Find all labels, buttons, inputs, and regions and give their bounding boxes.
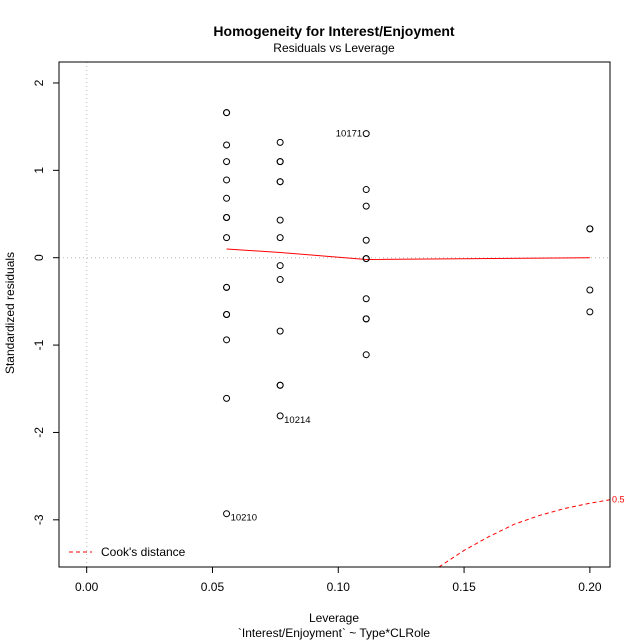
y-tick-label: 1 (32, 167, 46, 174)
data-point (362, 315, 370, 323)
point-label: 10210 (231, 513, 257, 524)
cooks-contour: 0.5 (438, 495, 625, 567)
data-point (586, 286, 594, 294)
data-point (276, 138, 284, 146)
y-axis: -3 -2 -1 0 1 2 (32, 79, 60, 525)
point-label: 10214 (284, 415, 310, 426)
data-point (276, 327, 284, 335)
x-tick-label: 0.05 (201, 580, 225, 594)
data-point (586, 225, 594, 233)
y-tick-label: -2 (32, 427, 46, 438)
legend-label: Cook's distance (101, 545, 186, 559)
x-axis-subtitle: `Interest/Enjoyment` ~ Type*CLRole (238, 626, 431, 640)
y-tick-label: 0 (32, 254, 46, 261)
x-tick-label: 0.20 (578, 580, 602, 594)
legend: Cook's distance (69, 545, 186, 559)
data-point (276, 216, 284, 224)
data-point (362, 130, 370, 138)
x-axis-title: Leverage (309, 611, 359, 625)
data-point (276, 262, 284, 270)
data-point (276, 178, 284, 186)
data-point (223, 109, 231, 117)
data-point (223, 394, 231, 402)
y-tick-label: 2 (32, 79, 46, 86)
data-points (223, 109, 594, 518)
x-tick-label: 0.10 (327, 580, 351, 594)
data-point (223, 234, 231, 242)
data-point (223, 141, 231, 149)
data-point (223, 214, 231, 222)
data-point (223, 194, 231, 202)
data-point (362, 351, 370, 359)
data-point (362, 236, 370, 244)
x-tick-label: 0.00 (75, 580, 99, 594)
cooks-distance-line (438, 499, 610, 567)
data-point (223, 176, 231, 184)
chart-title: Homogeneity for Interest/Enjoyment (213, 23, 454, 39)
smooth-fit-line (226, 248, 590, 260)
data-point (362, 295, 370, 303)
plot-frame (58, 61, 611, 568)
data-point (276, 412, 284, 420)
data-point (223, 311, 231, 318)
chart-subtitle: Residuals vs Leverage (273, 41, 395, 55)
data-point (586, 308, 594, 316)
data-point (276, 381, 284, 389)
x-axis: 0.00 0.05 0.10 0.15 0.20 (75, 566, 602, 594)
data-point (276, 276, 284, 284)
data-point (276, 234, 284, 242)
y-axis-title: Standardized residuals (3, 252, 17, 374)
x-tick-label: 0.15 (452, 580, 476, 594)
data-point (223, 283, 231, 291)
point-annotations: 10171 10214 10210 (231, 129, 363, 524)
data-point (362, 186, 370, 194)
data-point (276, 158, 284, 166)
reference-lines (59, 62, 610, 567)
cooks-contour-label: 0.5 (612, 495, 625, 505)
data-point (223, 158, 231, 166)
y-tick-label: -1 (32, 339, 46, 350)
y-tick-label: -3 (32, 514, 46, 525)
data-point (223, 510, 231, 518)
data-point (362, 202, 370, 210)
smooth-line (226, 248, 590, 260)
point-label: 10171 (336, 129, 362, 140)
data-point (362, 255, 370, 263)
data-point (223, 336, 231, 344)
